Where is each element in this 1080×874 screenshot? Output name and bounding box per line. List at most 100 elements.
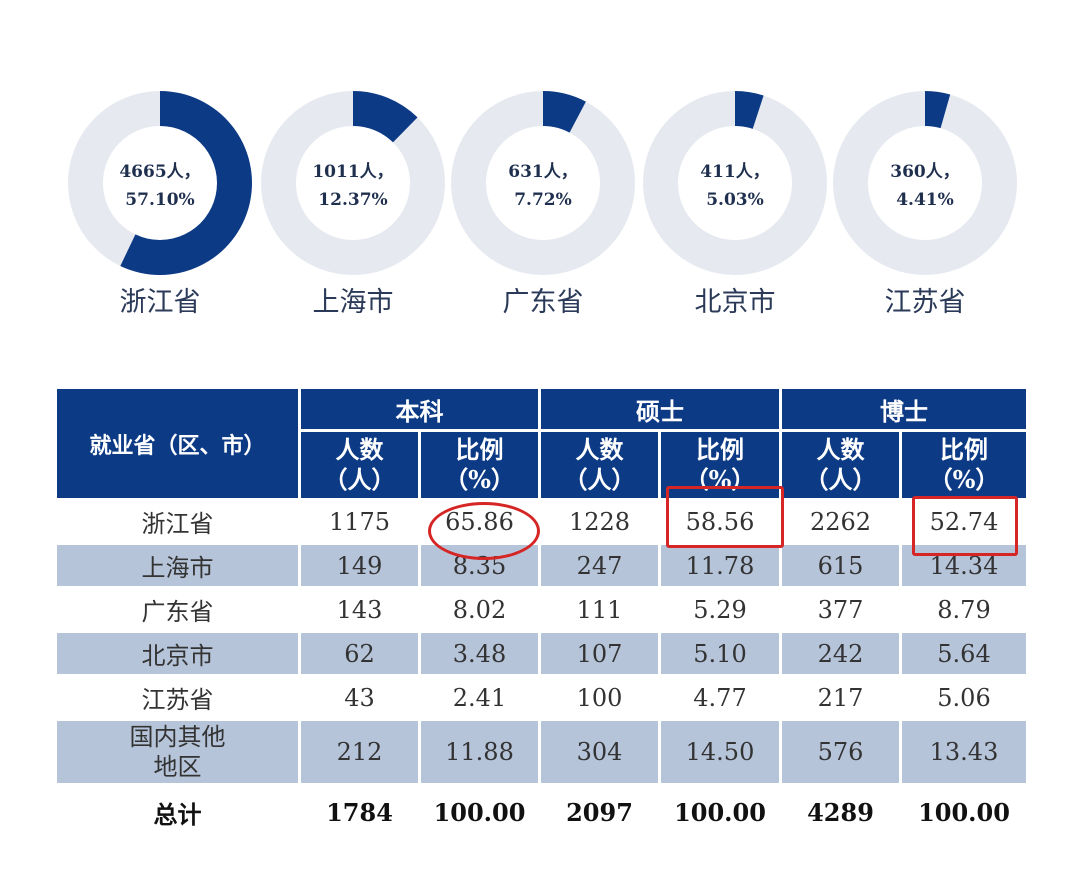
ratio-column-header: 比例 （%）: [418, 429, 541, 501]
count-cell: 1228: [538, 498, 661, 544]
group-header-bachelor: 本科: [298, 386, 541, 432]
ratio-cell: 58.56: [658, 498, 782, 544]
ratio-cell: 14.34: [899, 542, 1029, 588]
header-unit: （%）: [444, 465, 515, 494]
donut-charts: 4665人， 57.10% 浙江省 1011人， 12.37% 上海市 631人， 7.72%…: [68, 91, 1017, 318]
annotation-rectangle: [666, 486, 784, 548]
ratio-cell: 8.02: [418, 586, 541, 632]
count-cell: 100: [538, 674, 661, 720]
donut-category-label: 江苏省: [885, 287, 966, 318]
donut-slice: [120, 91, 252, 275]
employment-table: 就业省（区、市） 本科 硕士 博士 人数 （人） 比例 （%） 人数 （人） 比例 （%） 人数…: [54, 386, 1029, 838]
count-column-header: 人数 （人）: [298, 429, 421, 501]
header-unit: （人）: [563, 465, 636, 494]
donut-percent-label: 4.41%: [896, 190, 954, 210]
donut-slice: [925, 91, 951, 129]
region-label-line: 江苏省: [141, 686, 214, 714]
donut-4: 411人， 5.03% 北京市: [643, 91, 827, 318]
group-header-master: 硕士: [538, 386, 782, 432]
header-unit: （人）: [804, 465, 877, 494]
region-label-line: 上海市: [141, 554, 214, 582]
region-label-line: 浙江省: [141, 510, 214, 538]
count-cell: 1175: [298, 498, 421, 544]
donut-track: [643, 91, 827, 275]
count-cell: 576: [779, 718, 902, 785]
region-cell: 江苏省: [54, 674, 301, 720]
header-line: 比例: [696, 435, 744, 464]
employment-table-wrap: 就业省（区、市） 本科 硕士 博士 人数 （人） 比例 （%） 人数 （人） 比例 （%） 人数…: [54, 386, 1029, 838]
total-label: 总计: [54, 783, 301, 838]
ratio-cell: 52.74: [899, 498, 1029, 544]
header-line: 人数: [816, 435, 865, 464]
donut-count-label: 4665人，: [119, 162, 200, 182]
count-cell: 377: [779, 586, 902, 632]
region-cell: 国内其他 地区: [54, 718, 301, 785]
table-row: 北京市 62 3.48 107 5.10 242 5.64: [54, 630, 1029, 676]
donut-slice: [543, 91, 586, 133]
donut-3: 631人， 7.72% 广东省: [451, 91, 635, 318]
header-unit: （%）: [684, 465, 756, 494]
donut-count-label: 360人，: [890, 162, 960, 182]
count-cell: 242: [779, 630, 902, 676]
region-cell: 浙江省: [54, 498, 301, 544]
header-unit: （%）: [928, 465, 1000, 494]
count-column-header: 人数 （人）: [779, 429, 902, 501]
count-cell: 212: [298, 718, 421, 785]
total-ratio-cell: 100.00: [418, 783, 541, 838]
count-cell: 143: [298, 586, 421, 632]
donut-percent-label: 7.72%: [514, 190, 572, 210]
ratio-cell: 14.50: [658, 718, 782, 785]
region-label-line: 广东省: [141, 598, 214, 626]
count-cell: 43: [298, 674, 421, 720]
count-cell: 62: [298, 630, 421, 676]
ratio-cell: 4.77: [658, 674, 782, 720]
donut-count-label: 1011人，: [312, 162, 393, 182]
donut-5: 360人， 4.41% 江苏省: [833, 91, 1017, 318]
table-row: 江苏省 43 2.41 100 4.77 217 5.06: [54, 674, 1029, 720]
header-line: 人数: [335, 435, 384, 464]
annotation-circle: [428, 502, 540, 560]
ratio-column-header: 比例 （%）: [899, 429, 1029, 501]
region-cell: 北京市: [54, 630, 301, 676]
header-line: 比例: [455, 435, 504, 464]
region-label-line: 国内其他: [129, 723, 226, 751]
group-header-doctor: 博士: [779, 386, 1029, 432]
donut-percent-label: 57.10%: [125, 190, 194, 210]
ratio-cell: 11.88: [418, 718, 541, 785]
table-row: 浙江省 1175 65.86 1228 58.56 2262 52.74: [54, 498, 1029, 544]
count-cell: 2262: [779, 498, 902, 544]
header-line: 比例: [940, 435, 988, 464]
donut-track: [833, 91, 1017, 275]
ratio-cell: 5.10: [658, 630, 782, 676]
donut-2: 1011人， 12.37% 上海市: [261, 91, 445, 318]
region-label-line: 北京市: [141, 642, 214, 670]
donut-percent-label: 12.37%: [318, 190, 387, 210]
donut-1: 4665人， 57.10% 浙江省: [68, 91, 252, 318]
total-count-cell: 1784: [298, 783, 421, 838]
count-cell: 247: [538, 542, 661, 588]
ratio-cell: 13.43: [899, 718, 1029, 785]
ratio-cell: 11.78: [658, 542, 782, 588]
donut-count-label: 631人，: [508, 162, 578, 182]
total-count-cell: 4289: [779, 783, 902, 838]
count-cell: 304: [538, 718, 661, 785]
count-cell: 111: [538, 586, 661, 632]
total-ratio-cell: 100.00: [658, 783, 782, 838]
donut-slice: [735, 91, 764, 129]
total-ratio-cell: 100.00: [899, 783, 1029, 838]
donut-slice: [353, 91, 418, 143]
count-cell: 149: [298, 542, 421, 588]
total-row: 总计 1784 100.00 2097 100.00 4289 100.00: [54, 783, 1029, 838]
count-cell: 107: [538, 630, 661, 676]
ratio-cell: 2.41: [418, 674, 541, 720]
donut-percent-label: 5.03%: [706, 190, 764, 210]
header-line: 人数: [575, 435, 624, 464]
table-row: 广东省 143 8.02 111 5.29 377 8.79: [54, 586, 1029, 632]
count-column-header: 人数 （人）: [538, 429, 661, 501]
count-cell: 217: [779, 674, 902, 720]
ratio-cell: 5.29: [658, 586, 782, 632]
table-row: 上海市 149 8.35 247 11.78 615 14.34: [54, 542, 1029, 588]
total-count-cell: 2097: [538, 783, 661, 838]
donut-category-label: 浙江省: [120, 287, 201, 318]
region-cell: 广东省: [54, 586, 301, 632]
